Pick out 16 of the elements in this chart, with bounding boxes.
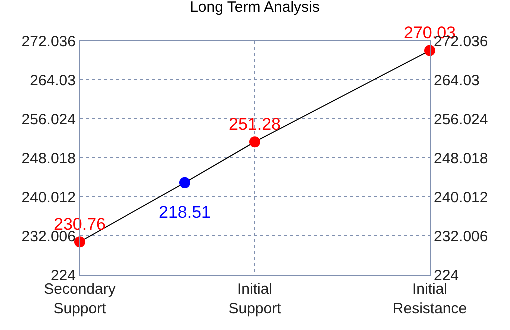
- y2-tick-label: 248.018: [434, 150, 488, 168]
- y-tick-label: 264.03: [30, 72, 76, 90]
- y-tick-label: 272.036: [22, 33, 76, 50]
- data-label: 251.28: [229, 114, 281, 134]
- y-tick-label: 248.018: [22, 150, 76, 168]
- y2-tick-label: 264.03: [434, 72, 480, 90]
- annotation: 218.51: [159, 203, 211, 222]
- point: [250, 136, 260, 148]
- chart-title: Long Term Analysis: [190, 0, 320, 16]
- point: [180, 177, 190, 188]
- y2-tick-label: 256.024: [434, 111, 488, 128]
- x-tick-label: Initial Support: [228, 281, 282, 318]
- y-tick-label: 240.012: [22, 189, 76, 206]
- y2-tick-label: 240.012: [434, 189, 488, 206]
- y-tick-label: 256.024: [22, 111, 76, 128]
- y2-tick-label: 232.006: [434, 228, 488, 246]
